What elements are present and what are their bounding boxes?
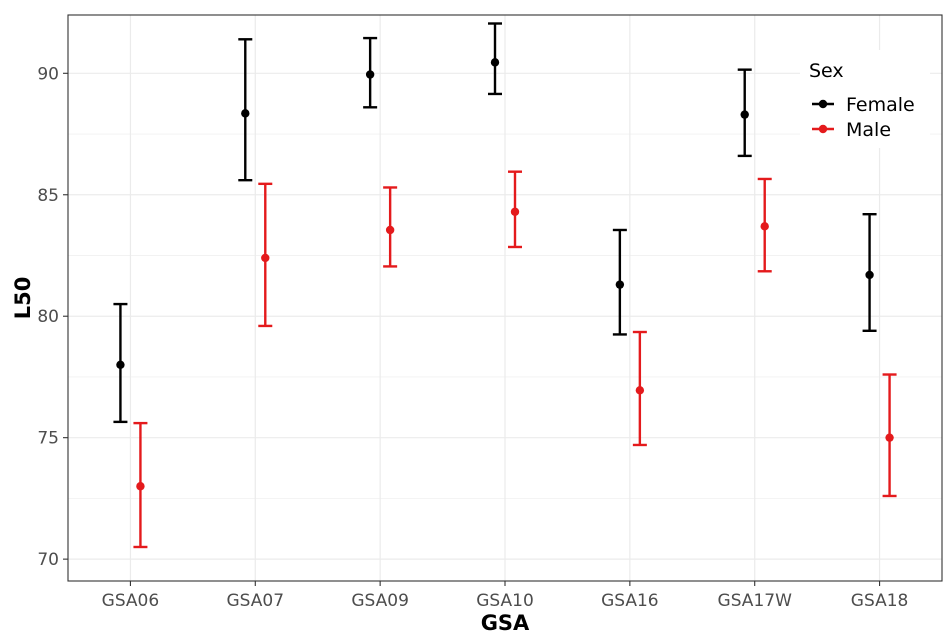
x-tick-label: GSA07 [227,591,285,611]
y-tick-label: 85 [37,186,59,206]
legend-label: Female [846,94,915,116]
x-tick-label: GSA06 [102,591,160,611]
y-tick-label: 80 [37,307,59,327]
data-point [510,207,520,216]
y-tick-label: 75 [37,429,59,449]
x-tick-label: GSA18 [851,591,909,611]
data-point [136,482,145,491]
series-layer [113,22,897,549]
data-point [385,225,395,235]
series-female [113,22,877,424]
data-point [116,360,125,370]
series-male [133,170,897,549]
y-tick-label: 90 [37,64,59,84]
legend-title: Sex [809,60,844,82]
x-axis-title: GSA [481,611,530,632]
legend-item-male: Male [812,119,891,141]
x-tick-label: GSA17W [718,591,793,611]
data-point [261,253,270,263]
x-tick-label: GSA16 [601,591,659,611]
data-point [365,70,375,79]
x-tick-label: GSA10 [476,591,534,611]
y-tick-label: 70 [37,550,59,570]
data-point [760,222,769,231]
legend-key-point [818,124,828,134]
data-point [615,280,625,289]
data-point [490,58,500,67]
data-point [635,386,645,395]
data-point [241,109,250,118]
legend-item-female: Female [812,94,915,116]
data-point [865,270,874,280]
data-point [740,110,749,119]
data-point [885,433,894,442]
legend-label: Male [846,119,891,141]
x-tick-label: GSA09 [351,591,409,611]
y-axis-title: L50 [11,277,35,320]
legend: Sex Female Male [800,50,930,148]
legend-key-point [818,99,828,109]
x-axis: GSA06 GSA07 GSA09 GSA10 GSA16 GSA17W GSA18 [102,581,909,611]
y-axis: 70 75 80 85 90 [37,64,68,570]
